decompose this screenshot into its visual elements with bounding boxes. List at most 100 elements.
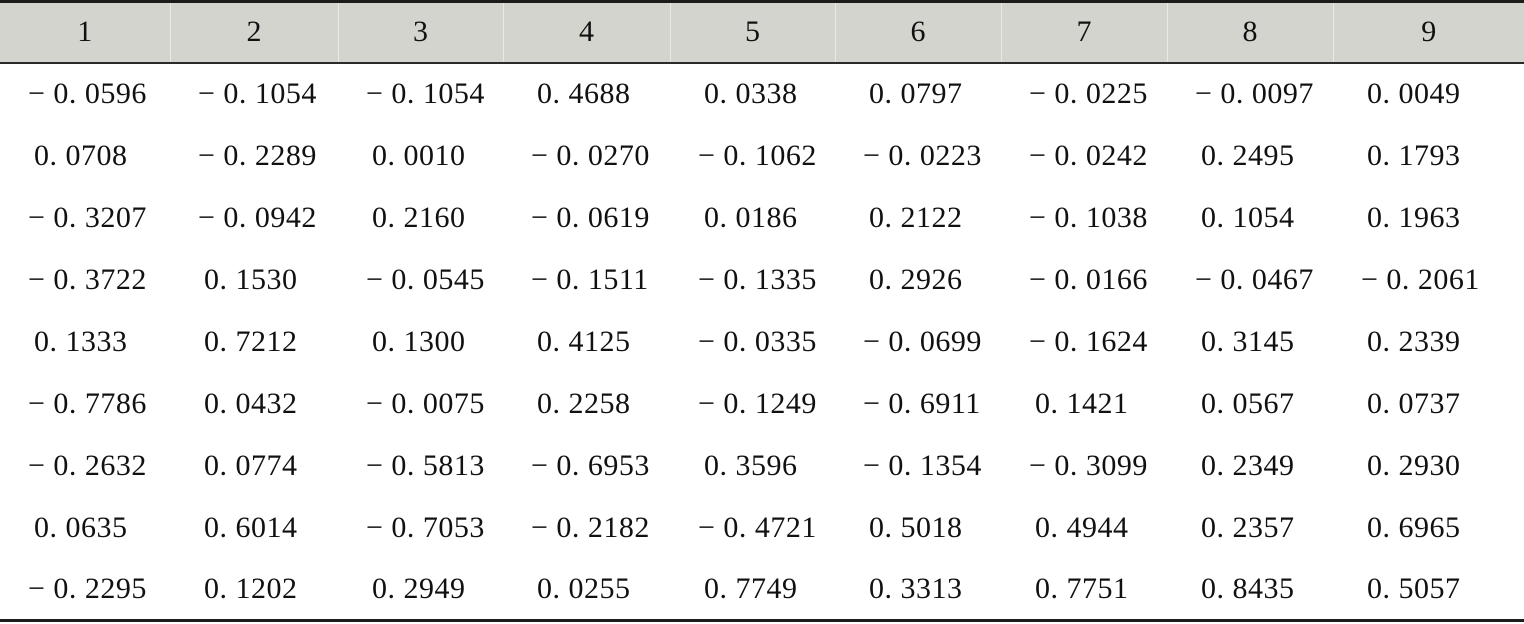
table-cell: − 0. 0335 <box>698 324 817 358</box>
table-cell: − 0. 0619 <box>531 200 650 234</box>
table-row: 0. 0635 0. 6014 − 0. 7053 − 0. 2182 − 0. 472… <box>0 497 1524 559</box>
table-cell: − 0. 5813 <box>366 448 485 482</box>
table-cell: − 0. 1054 <box>198 77 317 110</box>
column-header: 9 <box>1333 0 1524 64</box>
table-cell: 0. 0708 <box>34 138 128 172</box>
column-header: 3 <box>338 0 504 64</box>
table-cell: 0. 2930 <box>1367 448 1461 482</box>
table-cell: − 0. 3099 <box>1029 448 1148 482</box>
table-cell: 0. 1793 <box>1367 138 1461 172</box>
table-cell: 0. 2339 <box>1367 324 1461 358</box>
table-row: − 0. 0596 − 0. 1054 − 0. 1054 0. 4688 0. 033… <box>0 63 1524 125</box>
table-cell: − 0. 1624 <box>1029 324 1148 358</box>
table-cell: 0. 0010 <box>372 138 466 172</box>
table-row: 0. 1333 0. 7212 0. 1300 0. 4125 − 0. 0335 − 0… <box>0 311 1524 373</box>
table-cell: 0. 2357 <box>1201 510 1295 544</box>
table-cell: − 0. 3722 <box>28 262 147 296</box>
table-cell: − 0. 0166 <box>1029 262 1148 296</box>
column-header: 2 <box>170 0 339 64</box>
table-cell: 0. 1202 <box>170 558 338 622</box>
table-cell: 0. 2926 <box>869 262 963 296</box>
table-cell: 0. 1333 <box>34 324 128 358</box>
table-cell: − 0. 0699 <box>863 324 982 358</box>
table-cell: − 0. 1511 <box>531 262 649 296</box>
table-cell: 0. 0737 <box>1367 386 1461 420</box>
table-cell: − 0. 0545 <box>366 262 485 296</box>
table-cell: 0. 4944 <box>1035 510 1129 544</box>
table-cell: − 0. 7053 <box>366 510 485 544</box>
table-cell: 0. 1530 <box>204 262 298 296</box>
table-cell: − 0. 0075 <box>366 386 485 420</box>
table-cell: 0. 0186 <box>704 200 798 234</box>
table-cell: 0. 0049 <box>1367 77 1461 110</box>
table-cell: 0. 0797 <box>869 77 963 110</box>
column-header: 8 <box>1167 0 1334 64</box>
table-cell: 0. 7749 <box>670 558 835 622</box>
table-cell: − 0. 1054 <box>366 77 485 110</box>
table-row: 0. 0708 − 0. 2289 0. 0010 − 0. 0270 − 0. 106… <box>0 125 1524 187</box>
table-cell: 0. 7212 <box>204 324 298 358</box>
table-row: − 0. 2632 0. 0774 − 0. 5813 − 0. 6953 0. 359… <box>0 435 1524 497</box>
table-cell: 0. 2949 <box>338 558 503 622</box>
table-cell: − 0. 6953 <box>531 448 650 482</box>
table-cell: 0. 1963 <box>1367 200 1461 234</box>
table-cell: 0. 2495 <box>1201 138 1295 172</box>
column-header: 1 <box>0 0 171 64</box>
table-cell: 0. 0567 <box>1201 386 1295 420</box>
table-cell: 0. 3596 <box>704 448 798 482</box>
table-cell: − 0. 2061 <box>1361 262 1480 296</box>
table-cell: 0. 0432 <box>204 386 298 420</box>
table-row: − 0. 3207 − 0. 0942 0. 2160 − 0. 0619 0. 018… <box>0 187 1524 249</box>
table-row: − 0. 7786 0. 0432 − 0. 0075 0. 2258 − 0. 124… <box>0 373 1524 435</box>
table-cell: 0. 2258 <box>537 386 631 420</box>
table-cell: − 0. 0223 <box>863 138 982 172</box>
table-cell: 0. 5057 <box>1333 558 1524 622</box>
table-cell: − 0. 2289 <box>198 138 317 172</box>
table-cell: 0. 6965 <box>1367 510 1461 544</box>
table-cell: 0. 6014 <box>204 510 298 544</box>
table-cell: 0. 2160 <box>372 200 466 234</box>
table-cell: − 0. 1354 <box>863 448 982 482</box>
column-header: 5 <box>670 0 836 64</box>
table-cell: − 0. 6911 <box>863 386 981 420</box>
table-cell: − 0. 2632 <box>28 448 147 482</box>
table-cell: − 0. 4721 <box>698 510 817 544</box>
table-cell: − 0. 2295 <box>0 558 170 622</box>
table-cell: 0. 3313 <box>835 558 1001 622</box>
column-header: 7 <box>1001 0 1168 64</box>
table-header: 1 2 3 4 5 6 7 8 9 <box>0 0 1524 64</box>
table-cell: 0. 0255 <box>503 558 670 622</box>
table-cell: 0. 1421 <box>1035 386 1129 420</box>
table-cell: − 0. 7786 <box>28 386 147 420</box>
table-cell: − 0. 0225 <box>1029 77 1148 110</box>
table-cell: 0. 0774 <box>204 448 298 482</box>
table-cell: − 0. 2182 <box>531 510 650 544</box>
table-cell: 0. 7751 <box>1001 558 1167 622</box>
table-cell: 0. 2349 <box>1201 448 1295 482</box>
table-row: − 0. 3722 0. 1530 − 0. 0545 − 0. 1511 − 0. 1… <box>0 249 1524 311</box>
table-cell: 0. 4688 <box>537 77 631 110</box>
table-cell: 0. 0338 <box>704 77 798 110</box>
table-cell: − 0. 0596 <box>28 77 147 110</box>
table-cell: − 0. 1038 <box>1029 200 1148 234</box>
table-cell: − 0. 1335 <box>698 262 817 296</box>
table-row: − 0. 2295 0. 1202 0. 2949 0. 0255 0. 7749 0. … <box>0 558 1524 622</box>
table-cell: − 0. 0242 <box>1029 138 1148 172</box>
column-header: 6 <box>835 0 1002 64</box>
table-cell: 0. 2122 <box>869 200 963 234</box>
column-header: 4 <box>503 0 671 64</box>
table-cell: − 0. 0097 <box>1195 77 1314 110</box>
table-cell: − 0. 1249 <box>698 386 817 420</box>
table-cell: 0. 5018 <box>869 510 963 544</box>
table-cell: − 0. 0942 <box>198 200 317 234</box>
header-row: 1 2 3 4 5 6 7 8 9 <box>0 0 1524 64</box>
table-body: − 0. 0596 − 0. 1054 − 0. 1054 0. 4688 0. 033… <box>0 63 1524 622</box>
table-cell: 0. 1054 <box>1201 200 1295 234</box>
table-cell: − 0. 1062 <box>698 138 817 172</box>
table-cell: − 0. 0270 <box>531 138 650 172</box>
table-cell: 0. 3145 <box>1201 324 1295 358</box>
table-cell: 0. 0635 <box>34 510 128 544</box>
table-cell: 0. 1300 <box>372 324 466 358</box>
